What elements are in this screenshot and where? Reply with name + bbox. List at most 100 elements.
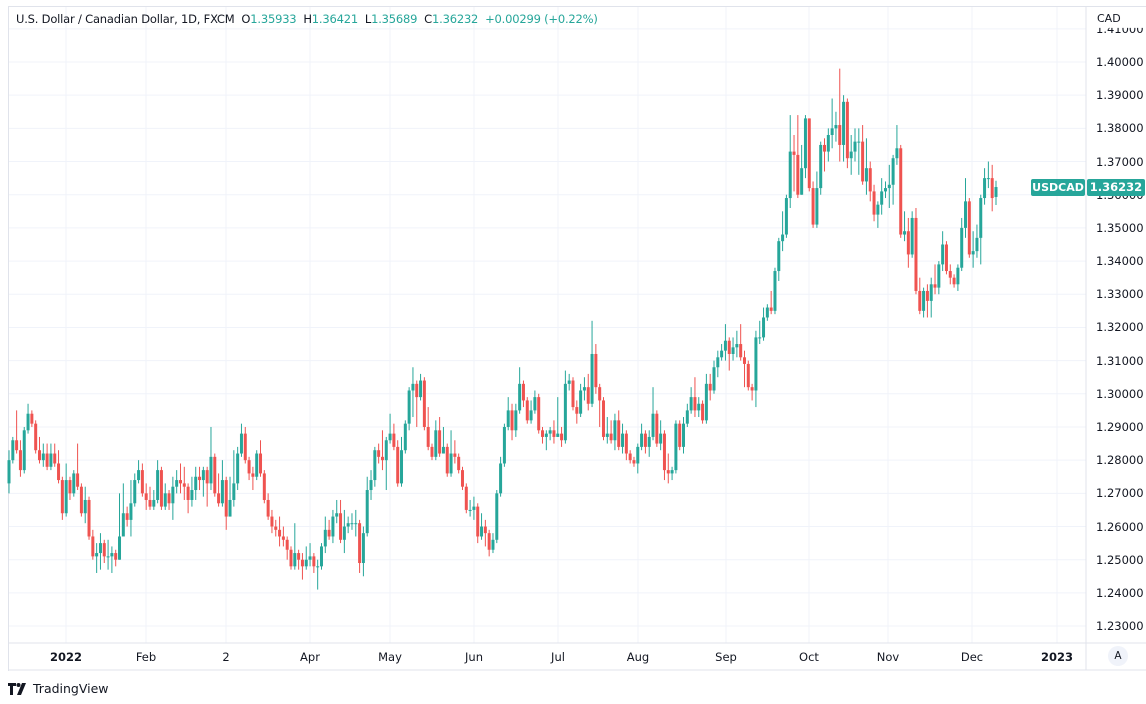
- candle: [129, 480, 133, 537]
- candle: [548, 426, 552, 441]
- candle-body: [220, 480, 224, 504]
- candle-body: [678, 423, 682, 447]
- candle-body: [742, 357, 746, 364]
- candle: [331, 509, 335, 544]
- candle: [891, 154, 895, 205]
- candle: [773, 267, 777, 315]
- candle: [308, 543, 312, 567]
- time-tick-label: Jul: [551, 650, 565, 664]
- candle: [255, 450, 259, 481]
- candle-body: [422, 380, 426, 427]
- candle: [468, 499, 472, 517]
- candle: [903, 211, 907, 242]
- candle: [380, 430, 384, 471]
- candle-body: [472, 506, 476, 510]
- candle-body: [346, 523, 350, 527]
- candle: [7, 450, 11, 494]
- candle: [754, 330, 758, 408]
- candle: [350, 513, 354, 530]
- price-tick-label: 1.27000: [1096, 486, 1144, 501]
- candle-body: [91, 536, 95, 557]
- candle: [91, 529, 95, 560]
- candle: [621, 423, 625, 454]
- candle-body: [304, 559, 308, 567]
- candle-body: [670, 470, 674, 474]
- candle: [556, 397, 560, 437]
- candle: [956, 264, 960, 291]
- candle-body: [960, 227, 964, 268]
- candle-body: [506, 410, 510, 427]
- candle: [811, 181, 815, 228]
- candle: [11, 436, 15, 464]
- candle-body: [731, 347, 735, 354]
- candle-body: [198, 476, 202, 481]
- price-tick-label: 1.31000: [1096, 353, 1144, 368]
- candle-body: [605, 433, 609, 437]
- candle-body: [60, 480, 64, 514]
- candle-body: [643, 433, 647, 447]
- tradingview-logo[interactable]: TradingView: [8, 681, 109, 696]
- candle: [163, 483, 167, 510]
- candle-body: [68, 480, 72, 494]
- candle: [640, 423, 644, 451]
- candle-body: [64, 480, 68, 514]
- candle: [125, 506, 129, 527]
- auto-scale-button[interactable]: A: [1108, 646, 1128, 666]
- candle: [289, 546, 293, 570]
- candle-body: [361, 533, 365, 564]
- candle: [327, 519, 331, 540]
- candle-body: [792, 151, 796, 155]
- candle: [552, 420, 556, 444]
- candle: [742, 350, 746, 388]
- price-tick-label: 1.38000: [1096, 121, 1144, 136]
- candle-body: [358, 523, 362, 564]
- candle-body: [956, 267, 960, 285]
- candle: [689, 387, 693, 414]
- candle: [140, 463, 144, 497]
- candle: [464, 483, 468, 514]
- candle: [876, 201, 880, 228]
- candle: [960, 217, 964, 272]
- candle: [518, 367, 522, 414]
- candle-body: [769, 307, 773, 311]
- candle: [98, 533, 102, 570]
- candle-body: [773, 271, 777, 311]
- candle-body: [758, 337, 762, 339]
- candle-body: [41, 453, 45, 461]
- price-tick-label: 1.26000: [1096, 519, 1144, 534]
- candle-body: [803, 118, 807, 169]
- candle-body: [323, 529, 327, 547]
- candle-body: [537, 397, 541, 431]
- candle: [853, 128, 857, 162]
- candle: [826, 128, 830, 162]
- candle: [491, 533, 495, 554]
- chart-frame: [8, 6, 1146, 671]
- last-price-tag: 1.36232: [1087, 179, 1145, 196]
- high-label: H: [303, 12, 312, 26]
- price-tick-label: 1.39000: [1096, 88, 1144, 103]
- candle-body: [327, 529, 331, 537]
- candle-body: [628, 453, 632, 461]
- candle: [868, 161, 872, 202]
- candle-body: [319, 546, 323, 567]
- candle: [400, 436, 404, 487]
- candle-body: [37, 450, 41, 461]
- candle-body: [373, 450, 377, 481]
- candle-body: [983, 178, 987, 199]
- candle: [495, 490, 499, 544]
- candle: [861, 125, 865, 185]
- candle: [209, 426, 213, 491]
- candle: [384, 436, 388, 491]
- candle: [106, 539, 110, 570]
- candle-body: [300, 559, 304, 567]
- price-tick-label: 1.41000: [1096, 21, 1144, 36]
- candle: [293, 523, 297, 570]
- candle-body: [754, 337, 758, 391]
- candle: [37, 436, 41, 464]
- candle-body: [400, 450, 404, 484]
- candle-body: [137, 470, 141, 481]
- candle-body: [944, 244, 948, 272]
- candle-body: [697, 403, 701, 411]
- candle: [647, 430, 651, 457]
